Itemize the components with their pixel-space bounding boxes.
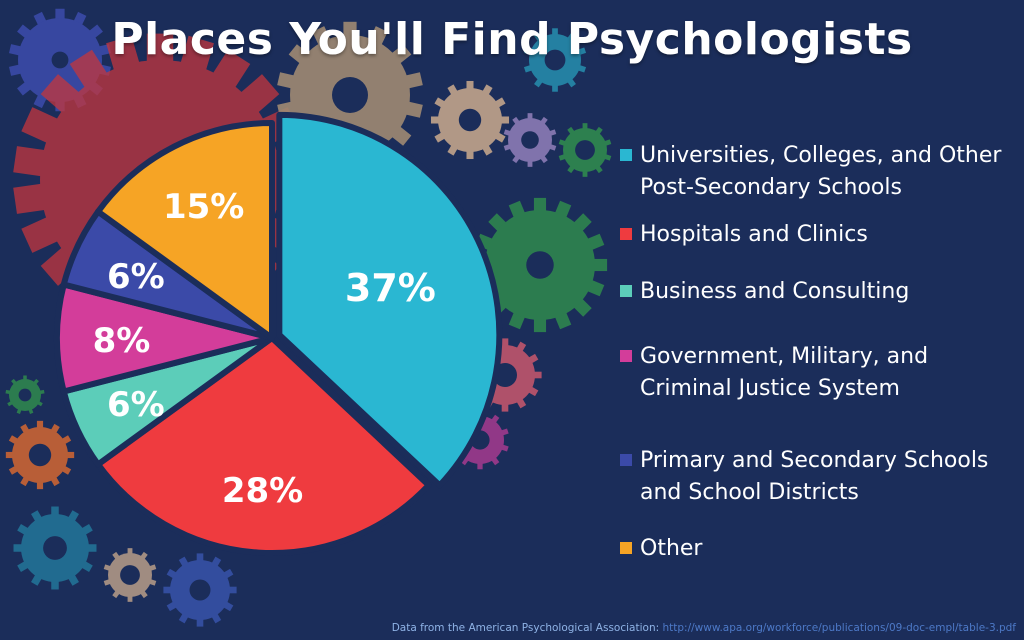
source-link[interactable]: http://www.apa.org/workforce/publication… xyxy=(662,622,1016,634)
gear-icon xyxy=(523,28,587,92)
legend-swatch xyxy=(620,454,632,466)
source-prefix: Data from the American Psychological Ass… xyxy=(391,622,660,634)
legend-item-business: Business and Consulting xyxy=(620,276,1010,308)
legend-swatch xyxy=(620,542,632,554)
gear-icon xyxy=(163,553,237,627)
slice-value-label: 37% xyxy=(345,266,436,310)
legend-swatch xyxy=(620,228,632,240)
legend-item-schools: Primary and Secondary Schools and School… xyxy=(620,445,1010,509)
gear-icon xyxy=(503,113,557,167)
legend-item-universities: Universities, Colleges, and Other Post-S… xyxy=(620,140,1010,204)
slice-value-label: 8% xyxy=(93,321,151,361)
chart-title: Places You'll Find Psychologists xyxy=(111,14,913,65)
legend-swatch xyxy=(620,350,632,362)
legend-swatch xyxy=(620,149,632,161)
legend-swatch xyxy=(620,285,632,297)
legend-item-government: Government, Military, and Criminal Justi… xyxy=(620,341,1010,405)
gear-icon xyxy=(558,123,612,177)
legend-label: Business and Consulting xyxy=(640,279,910,304)
pie-chart: 37% 28% 6% 8% 6% 15% xyxy=(54,111,503,556)
gear-icon xyxy=(5,375,45,414)
pie-slice xyxy=(95,335,432,556)
legend-label: Other xyxy=(640,536,703,561)
source-note: Data from the American Psychological Ass… xyxy=(392,622,1016,634)
legend-item-hospitals: Hospitals and Clinics xyxy=(620,219,1010,251)
legend-label: Hospitals and Clinics xyxy=(640,222,868,247)
gear-icon xyxy=(430,80,510,160)
slice-value-label: 15% xyxy=(163,187,244,227)
pie-slice xyxy=(95,120,275,341)
legend-item-other: Other xyxy=(620,533,1010,565)
slice-value-label: 28% xyxy=(222,471,303,511)
gear-icon xyxy=(5,420,75,490)
slice-value-label: 6% xyxy=(107,385,165,425)
legend-label: Government, Military, and Criminal Justi… xyxy=(640,344,929,401)
legend-label: Universities, Colleges, and Other Post-S… xyxy=(640,143,1002,200)
slice-value-label: 6% xyxy=(107,257,165,297)
pie-slice xyxy=(276,111,503,489)
gear-icon xyxy=(13,506,97,590)
gear-icon xyxy=(103,548,157,602)
legend-label: Primary and Secondary Schools and School… xyxy=(640,448,989,505)
